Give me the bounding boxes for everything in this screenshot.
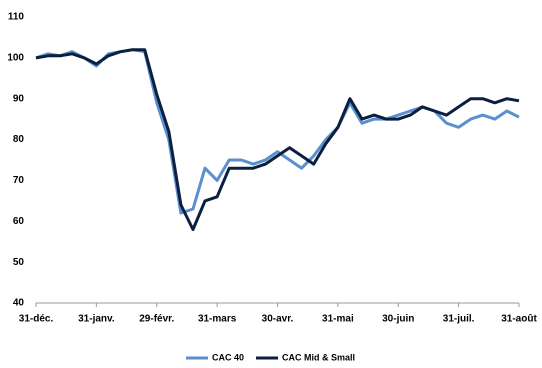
legend-label: CAC Mid & Small (282, 352, 355, 362)
x-tick-label: 31-août (501, 314, 537, 325)
series-line (35, 48, 520, 231)
y-tick-label: 50 (13, 257, 25, 268)
x-tick-label: 31-déc. (19, 314, 54, 325)
y-tick-label: 90 (13, 93, 25, 104)
x-tick-label: 31-juil. (443, 314, 475, 325)
y-tick-label: 40 (13, 298, 25, 309)
y-tick-label: 70 (13, 175, 25, 186)
x-tick-label: 29-févr. (139, 314, 174, 325)
y-tick-label: 60 (13, 216, 25, 227)
x-tick-label: 31-mai (322, 314, 354, 325)
x-tick-label: 31-janv. (78, 314, 115, 325)
y-tick-label: 80 (13, 134, 25, 145)
x-tick-label: 30-juin (382, 314, 414, 325)
y-tick-label: 100 (7, 52, 24, 63)
legend-label: CAC 40 (212, 352, 244, 362)
x-tick-label: 31-mars (198, 314, 237, 325)
series-line (35, 48, 520, 215)
x-tick-label: 30-avr. (262, 314, 294, 325)
y-tick-label: 110 (8, 12, 25, 23)
